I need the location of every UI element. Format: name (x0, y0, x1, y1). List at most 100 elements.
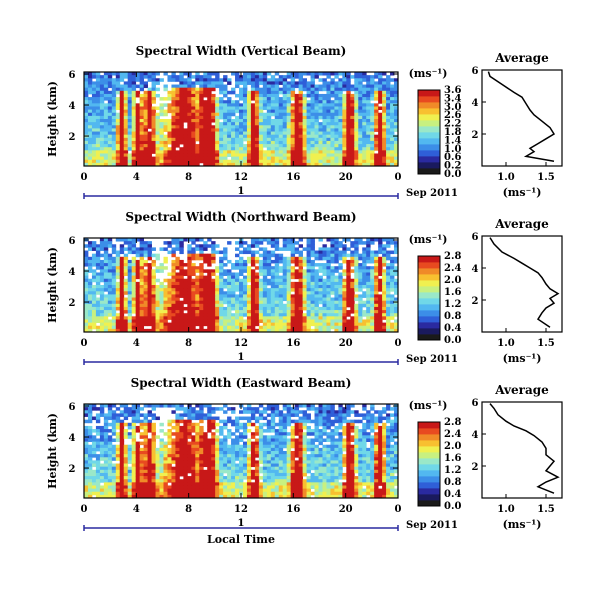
heatmap-cell (167, 132, 171, 136)
heatmap-cell (378, 144, 382, 148)
heatmap-cell (295, 97, 299, 101)
heatmap-cell (191, 319, 195, 323)
heatmap-cell (275, 160, 279, 164)
heatmap-cell (191, 94, 195, 98)
heatmap-cell (88, 150, 92, 154)
heatmap-cell (100, 119, 104, 123)
heatmap-cell (144, 251, 148, 255)
heatmap-cell (152, 307, 156, 311)
heatmap-cell (243, 91, 247, 95)
heatmap-cell (370, 157, 374, 161)
heatmap-cell (267, 153, 271, 157)
heatmap-cell (128, 282, 132, 286)
heatmap-cell (215, 138, 219, 142)
heatmap-cell (291, 147, 295, 151)
heatmap-cell (132, 467, 136, 471)
heatmap-cell (231, 122, 235, 126)
heatmap-cell (203, 304, 207, 308)
heatmap-cell (330, 301, 334, 305)
heatmap-cell (160, 445, 164, 449)
heatmap-cell (112, 301, 116, 305)
heatmap-cell (152, 269, 156, 273)
heatmap-cell (160, 313, 164, 317)
heatmap-cell (319, 254, 323, 258)
heatmap-cell (84, 492, 88, 496)
heatmap-cell (156, 479, 160, 483)
heatmap-cell (291, 110, 295, 114)
heatmap-cell (88, 313, 92, 317)
heatmap-cell (295, 135, 299, 139)
heatmap-cell (112, 482, 116, 486)
heatmap-cell (287, 94, 291, 98)
heatmap-cell (227, 128, 231, 132)
heatmap-cell (338, 298, 342, 302)
heatmap-cell (378, 88, 382, 92)
heatmap-cell (338, 91, 342, 95)
heatmap-cell (390, 91, 394, 95)
heatmap-cell (100, 448, 104, 452)
heatmap-cell (148, 157, 152, 161)
heatmap-cell (350, 291, 354, 295)
heatmap-cell (112, 294, 116, 298)
heatmap-cell (374, 310, 378, 314)
heatmap-cell (140, 319, 144, 323)
heatmap-cell (390, 157, 394, 161)
heatmap-cell (175, 319, 179, 323)
heatmap-cell (243, 251, 247, 255)
heatmap-cell (116, 457, 120, 461)
heatmap-cell (179, 122, 183, 126)
heatmap-cell (116, 316, 120, 320)
heatmap-cell (315, 103, 319, 107)
heatmap-cell (235, 319, 239, 323)
heatmap-cell (239, 294, 243, 298)
heatmap-cell (346, 153, 350, 157)
heatmap-cell (239, 122, 243, 126)
heatmap-cell (96, 81, 100, 85)
heatmap-cell (132, 426, 136, 430)
heatmap-cell (171, 263, 175, 267)
heatmap-cell (382, 119, 386, 123)
heatmap-cell (374, 288, 378, 292)
heatmap-cell (88, 157, 92, 161)
heatmap-cell (108, 457, 112, 461)
heatmap-cell (108, 244, 112, 248)
heatmap-cell (319, 106, 323, 110)
heatmap-cell (263, 150, 267, 154)
heatmap-cell (223, 116, 227, 120)
heatmap-cell (140, 423, 144, 427)
heatmap-cell (171, 310, 175, 314)
heatmap-cell (108, 135, 112, 139)
heatmap-cell (279, 116, 283, 120)
heatmap-cell (199, 294, 203, 298)
heatmap-cell (370, 279, 374, 283)
heatmap-cell (120, 257, 124, 261)
heatmap-cell (96, 464, 100, 468)
heatmap-cell (187, 141, 191, 145)
heatmap-cell (100, 153, 104, 157)
heatmap-cell (362, 113, 366, 117)
heatmap-cell (171, 479, 175, 483)
heatmap-cell (136, 482, 140, 486)
heatmap-cell (275, 113, 279, 117)
heatmap-cell (199, 310, 203, 314)
heatmap-cell (140, 457, 144, 461)
heatmap-cell (195, 294, 199, 298)
heatmap-cell (116, 432, 120, 436)
heatmap-cell (160, 467, 164, 471)
heatmap-cell (338, 257, 342, 261)
heatmap-cell (303, 260, 307, 264)
heatmap-cell (358, 132, 362, 136)
heatmap-cell (163, 294, 167, 298)
heatmap-cell (307, 288, 311, 292)
heatmap-cell (307, 113, 311, 117)
heatmap-cell (183, 103, 187, 107)
heatmap-cell (148, 100, 152, 104)
heatmap-cell (267, 301, 271, 305)
heatmap-cell (171, 97, 175, 101)
heatmap-cell (88, 125, 92, 129)
heatmap-cell (307, 269, 311, 273)
heatmap-cell (124, 410, 128, 414)
heatmap-cell (338, 135, 342, 139)
heatmap-cell (128, 285, 132, 289)
heatmap-cell (124, 119, 128, 123)
